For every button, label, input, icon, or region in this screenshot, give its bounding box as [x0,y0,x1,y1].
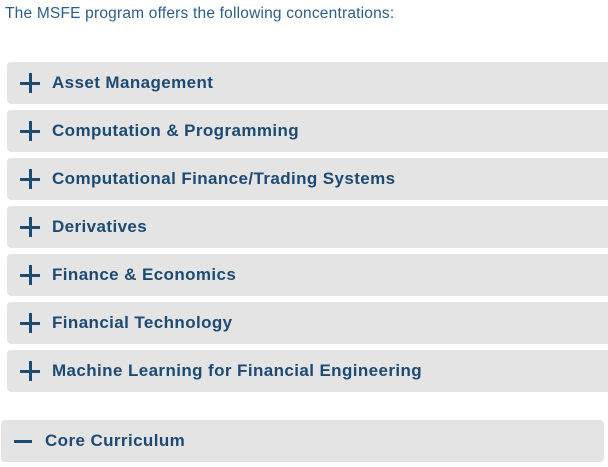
accordion-item-machine-learning-for-financial-engineering[interactable]: Machine Learning for Financial Engineeri… [7,350,608,392]
core-curriculum-accordion: Core Curriculum [1,420,604,462]
plus-icon [20,73,40,93]
accordion-item-asset-management[interactable]: Asset Management [7,62,608,104]
accordion-item-label: Computation & Programming [52,121,300,140]
accordion-item-label: Derivatives [52,217,148,236]
plus-icon [20,121,40,141]
accordion-item-label: Computational Finance/Trading Systems [52,169,396,188]
plus-icon [20,217,40,237]
accordion-item-label: Core Curriculum [45,431,186,450]
accordion-item-label: Machine Learning for Financial Engineeri… [52,361,423,380]
plus-icon [20,313,40,333]
concentrations-accordion: Asset Management Computation & Programmi… [7,62,608,392]
accordion-item-core-curriculum[interactable]: Core Curriculum [1,420,604,462]
accordion-item-computational-finance-trading-systems[interactable]: Computational Finance/Trading Systems [7,158,608,200]
intro-text: The MSFE program offers the following co… [5,5,395,22]
plus-icon [20,265,40,285]
accordion-item-finance-economics[interactable]: Finance & Economics [7,254,608,296]
accordion-item-derivatives[interactable]: Derivatives [7,206,608,248]
accordion-item-label: Asset Management [52,73,214,92]
accordion-item-label: Financial Technology [52,313,233,332]
plus-icon [20,169,40,189]
accordion-item-financial-technology[interactable]: Financial Technology [7,302,608,344]
accordion-item-computation-programming[interactable]: Computation & Programming [7,110,608,152]
minus-icon [14,431,32,451]
plus-icon [20,361,40,381]
accordion-item-label: Finance & Economics [52,265,237,284]
